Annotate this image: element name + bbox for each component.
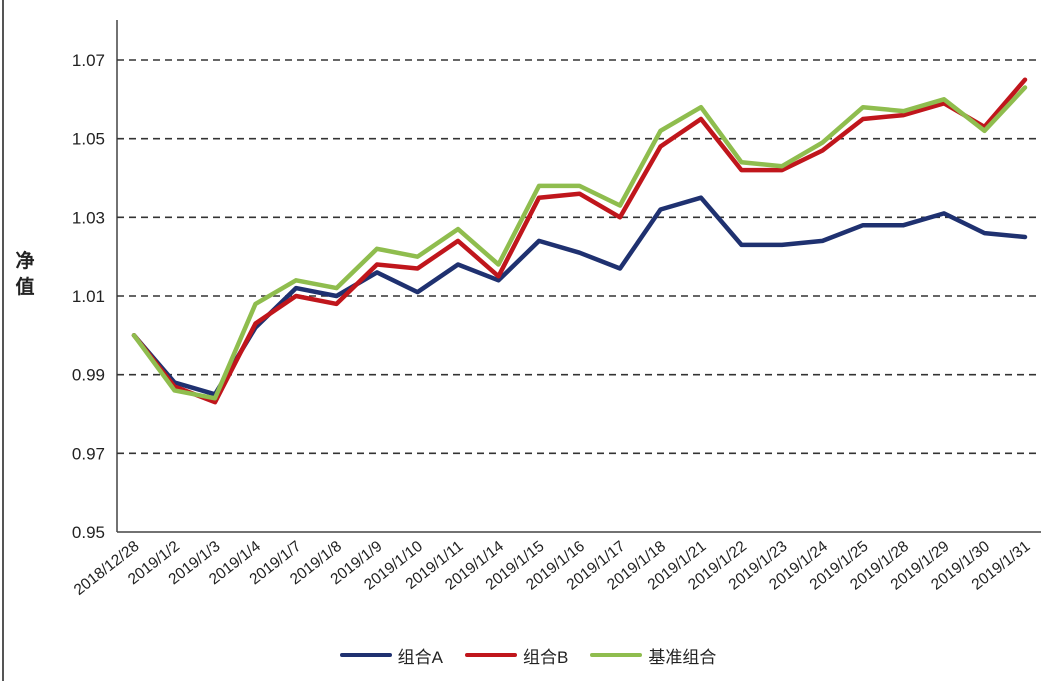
y-axis-label-char: 值 bbox=[15, 276, 35, 298]
y-axis-label-char: 净 bbox=[15, 250, 35, 272]
x-tick-label: 2018/12/28 bbox=[71, 538, 143, 599]
legend-item-2: 组合B bbox=[465, 643, 568, 668]
legend-label: 组合B bbox=[523, 647, 569, 667]
y-axis-label: 净值 bbox=[10, 248, 40, 300]
legend-label: 基准组合 bbox=[648, 647, 717, 667]
y-tick-label: 1.01 bbox=[72, 287, 105, 306]
legend-item-1: 组合A bbox=[339, 643, 443, 668]
y-tick-label: 0.97 bbox=[72, 444, 105, 463]
series-line-1 bbox=[131, 195, 1028, 397]
legend-swatch bbox=[590, 653, 643, 657]
legend: 组合A 组合B 基准组合 bbox=[0, 640, 1056, 670]
y-tick-label: 1.05 bbox=[72, 130, 105, 149]
y-tick-label: 0.99 bbox=[72, 366, 105, 385]
legend-label: 组合A bbox=[397, 647, 443, 667]
y-tick-label: 0.95 bbox=[72, 523, 105, 542]
y-tick-label: 1.07 bbox=[72, 51, 105, 70]
legend-swatch bbox=[339, 653, 392, 657]
y-tick-label: 1.03 bbox=[72, 208, 105, 227]
series-line-2 bbox=[131, 77, 1028, 405]
legend-swatch bbox=[465, 653, 517, 657]
legend-item-3: 基准组合 bbox=[590, 643, 716, 668]
left-border bbox=[2, 0, 4, 681]
series-line-3 bbox=[131, 85, 1028, 401]
